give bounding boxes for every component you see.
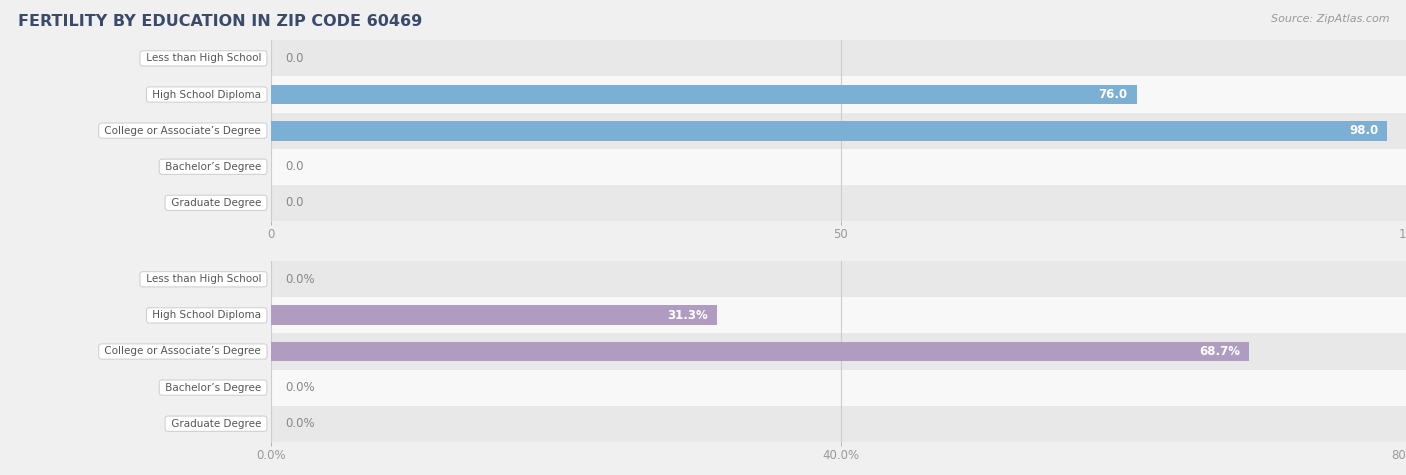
Text: 0.0%: 0.0% xyxy=(285,417,315,430)
Text: 0.0%: 0.0% xyxy=(285,381,315,394)
Bar xyxy=(271,370,1406,406)
Bar xyxy=(271,149,1406,185)
Text: College or Associate’s Degree: College or Associate’s Degree xyxy=(101,346,264,357)
Text: High School Diploma: High School Diploma xyxy=(149,89,264,100)
Text: Bachelor’s Degree: Bachelor’s Degree xyxy=(162,162,264,172)
Bar xyxy=(271,121,1388,141)
Text: 76.0: 76.0 xyxy=(1098,88,1128,101)
Text: 98.0: 98.0 xyxy=(1350,124,1378,137)
Bar xyxy=(271,185,1406,221)
Bar xyxy=(271,85,1137,104)
Text: College or Associate’s Degree: College or Associate’s Degree xyxy=(101,125,264,136)
Bar xyxy=(271,40,1406,76)
Bar xyxy=(271,261,1406,297)
Bar xyxy=(271,305,717,325)
Text: High School Diploma: High School Diploma xyxy=(149,310,264,321)
Text: Less than High School: Less than High School xyxy=(142,274,264,285)
Bar xyxy=(271,76,1406,113)
Text: Source: ZipAtlas.com: Source: ZipAtlas.com xyxy=(1271,14,1389,24)
Text: 0.0%: 0.0% xyxy=(285,273,315,286)
Text: 0.0: 0.0 xyxy=(285,196,304,209)
Bar xyxy=(271,406,1406,442)
Bar xyxy=(271,113,1406,149)
Text: 68.7%: 68.7% xyxy=(1199,345,1240,358)
Text: 0.0: 0.0 xyxy=(285,52,304,65)
Text: Less than High School: Less than High School xyxy=(142,53,264,64)
Text: Bachelor’s Degree: Bachelor’s Degree xyxy=(162,382,264,393)
Text: Graduate Degree: Graduate Degree xyxy=(167,418,264,429)
Text: Graduate Degree: Graduate Degree xyxy=(167,198,264,208)
Bar xyxy=(271,342,1250,361)
Text: 31.3%: 31.3% xyxy=(666,309,707,322)
Bar xyxy=(271,297,1406,333)
Bar xyxy=(271,333,1406,370)
Text: 0.0: 0.0 xyxy=(285,160,304,173)
Text: FERTILITY BY EDUCATION IN ZIP CODE 60469: FERTILITY BY EDUCATION IN ZIP CODE 60469 xyxy=(18,14,423,29)
